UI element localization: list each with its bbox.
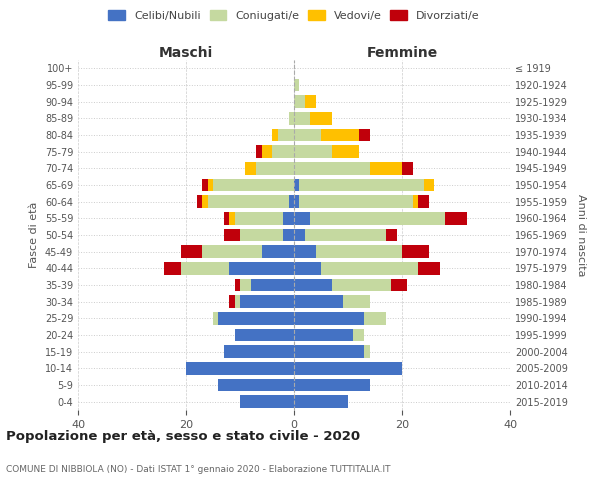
Bar (321, 262, 418, 274)
Bar (294, 362, 402, 374)
Bar (245, 162, 256, 174)
Bar (294, 112, 310, 124)
Bar (294, 162, 370, 174)
Bar (310, 212, 445, 224)
Bar (299, 196, 413, 208)
Bar (294, 262, 321, 274)
Bar (202, 246, 262, 258)
Bar (229, 262, 294, 274)
Bar (235, 279, 240, 291)
Y-axis label: Fasce di età: Fasce di età (29, 202, 39, 268)
Bar (235, 212, 283, 224)
Bar (213, 179, 294, 192)
Bar (224, 229, 240, 241)
Bar (294, 346, 364, 358)
Bar (229, 212, 235, 224)
Bar (235, 296, 240, 308)
Bar (294, 96, 305, 108)
Bar (202, 196, 208, 208)
Bar (240, 279, 251, 291)
Bar (272, 146, 294, 158)
Text: Popolazione per età, sesso e stato civile - 2020: Popolazione per età, sesso e stato civil… (6, 430, 360, 443)
Bar (364, 312, 386, 324)
Bar (316, 246, 402, 258)
Bar (332, 279, 391, 291)
Bar (391, 279, 407, 291)
Bar (424, 179, 434, 192)
Bar (294, 229, 305, 241)
Bar (289, 196, 294, 208)
Bar (294, 79, 299, 92)
Bar (256, 162, 294, 174)
Bar (294, 296, 343, 308)
Bar (418, 262, 440, 274)
Bar (294, 279, 332, 291)
Text: Femmine: Femmine (367, 46, 437, 60)
Bar (181, 262, 229, 274)
Bar (262, 246, 294, 258)
Bar (305, 96, 316, 108)
Bar (321, 129, 359, 141)
Bar (164, 262, 181, 274)
Bar (224, 212, 229, 224)
Bar (272, 129, 278, 141)
Bar (218, 312, 294, 324)
Bar (208, 196, 289, 208)
Bar (262, 146, 272, 158)
Bar (240, 296, 294, 308)
Bar (294, 246, 316, 258)
Bar (218, 379, 294, 391)
Bar (289, 112, 294, 124)
Bar (418, 196, 429, 208)
Bar (445, 212, 467, 224)
Bar (305, 229, 386, 241)
Bar (343, 296, 370, 308)
Bar (402, 246, 429, 258)
Text: COMUNE DI NIBBIOLA (NO) - Dati ISTAT 1° gennaio 2020 - Elaborazione TUTTITALIA.I: COMUNE DI NIBBIOLA (NO) - Dati ISTAT 1° … (6, 465, 391, 474)
Bar (294, 212, 310, 224)
Bar (294, 146, 332, 158)
Bar (283, 212, 294, 224)
Bar (294, 329, 353, 341)
Bar (299, 179, 424, 192)
Text: Maschi: Maschi (159, 46, 213, 60)
Bar (294, 396, 348, 408)
Bar (294, 129, 321, 141)
Bar (294, 379, 370, 391)
Bar (235, 329, 294, 341)
Bar (240, 229, 283, 241)
Bar (240, 396, 294, 408)
Bar (294, 312, 364, 324)
Bar (364, 346, 370, 358)
Bar (229, 296, 235, 308)
Bar (310, 112, 332, 124)
Bar (251, 279, 294, 291)
Bar (197, 196, 202, 208)
Bar (359, 129, 370, 141)
Bar (283, 229, 294, 241)
Bar (353, 329, 364, 341)
Bar (186, 362, 294, 374)
Bar (386, 229, 397, 241)
Bar (413, 196, 418, 208)
Bar (294, 196, 299, 208)
Legend: Celibi/Nubili, Coniugati/e, Vedovi/e, Divorziati/e: Celibi/Nubili, Coniugati/e, Vedovi/e, Di… (104, 6, 484, 25)
Bar (213, 312, 218, 324)
Bar (181, 246, 202, 258)
Bar (332, 146, 359, 158)
Bar (208, 179, 213, 192)
Bar (294, 179, 299, 192)
Bar (256, 146, 262, 158)
Bar (202, 179, 208, 192)
Bar (278, 129, 294, 141)
Bar (370, 162, 402, 174)
Bar (402, 162, 413, 174)
Y-axis label: Anni di nascita: Anni di nascita (576, 194, 586, 276)
Bar (224, 346, 294, 358)
